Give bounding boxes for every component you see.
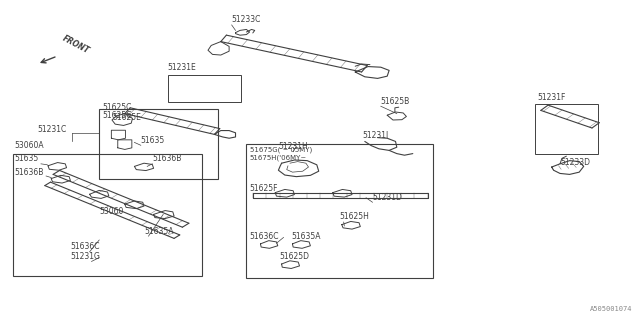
Text: 51636B: 51636B: [152, 154, 182, 163]
Bar: [246, 144, 433, 278]
Text: 51636B: 51636B: [15, 168, 44, 177]
Text: 51636C: 51636C: [70, 242, 100, 251]
Text: 51635: 51635: [15, 154, 39, 163]
Text: 51231G: 51231G: [70, 252, 100, 261]
Text: 51625D: 51625D: [280, 252, 310, 261]
Text: 51625F: 51625F: [250, 184, 278, 193]
Text: 51231E: 51231E: [168, 63, 196, 72]
Text: 51231H: 51231H: [278, 142, 308, 151]
Text: 51635: 51635: [141, 136, 165, 145]
Text: 51636C: 51636C: [250, 232, 279, 241]
Text: 51625G: 51625G: [102, 111, 132, 120]
Text: 51675G( ~'05MY): 51675G( ~'05MY): [250, 147, 312, 153]
Bar: [99, 109, 218, 179]
Text: 53060: 53060: [99, 207, 124, 216]
Text: 51233C: 51233C: [232, 15, 261, 24]
Text: 51231F: 51231F: [538, 93, 566, 102]
Bar: [535, 104, 598, 154]
Text: 51625C: 51625C: [102, 103, 132, 112]
Text: 51231C: 51231C: [37, 125, 67, 134]
Text: 51635A: 51635A: [144, 227, 173, 236]
Text: 51625B: 51625B: [381, 97, 410, 106]
Text: 53060A: 53060A: [15, 141, 44, 150]
Text: 51231D: 51231D: [372, 193, 403, 202]
Bar: [168, 75, 241, 102]
Text: 51625H: 51625H: [339, 212, 369, 221]
Text: FRONT: FRONT: [61, 33, 91, 55]
Text: 51233D: 51233D: [560, 158, 590, 167]
Text: 51231I: 51231I: [362, 131, 388, 140]
Text: 51675H('06MY~: 51675H('06MY~: [250, 155, 307, 161]
Text: 51625E: 51625E: [112, 113, 141, 122]
Bar: [13, 154, 202, 276]
Text: A505001074: A505001074: [590, 306, 632, 312]
Text: 51635A: 51635A: [291, 232, 321, 241]
